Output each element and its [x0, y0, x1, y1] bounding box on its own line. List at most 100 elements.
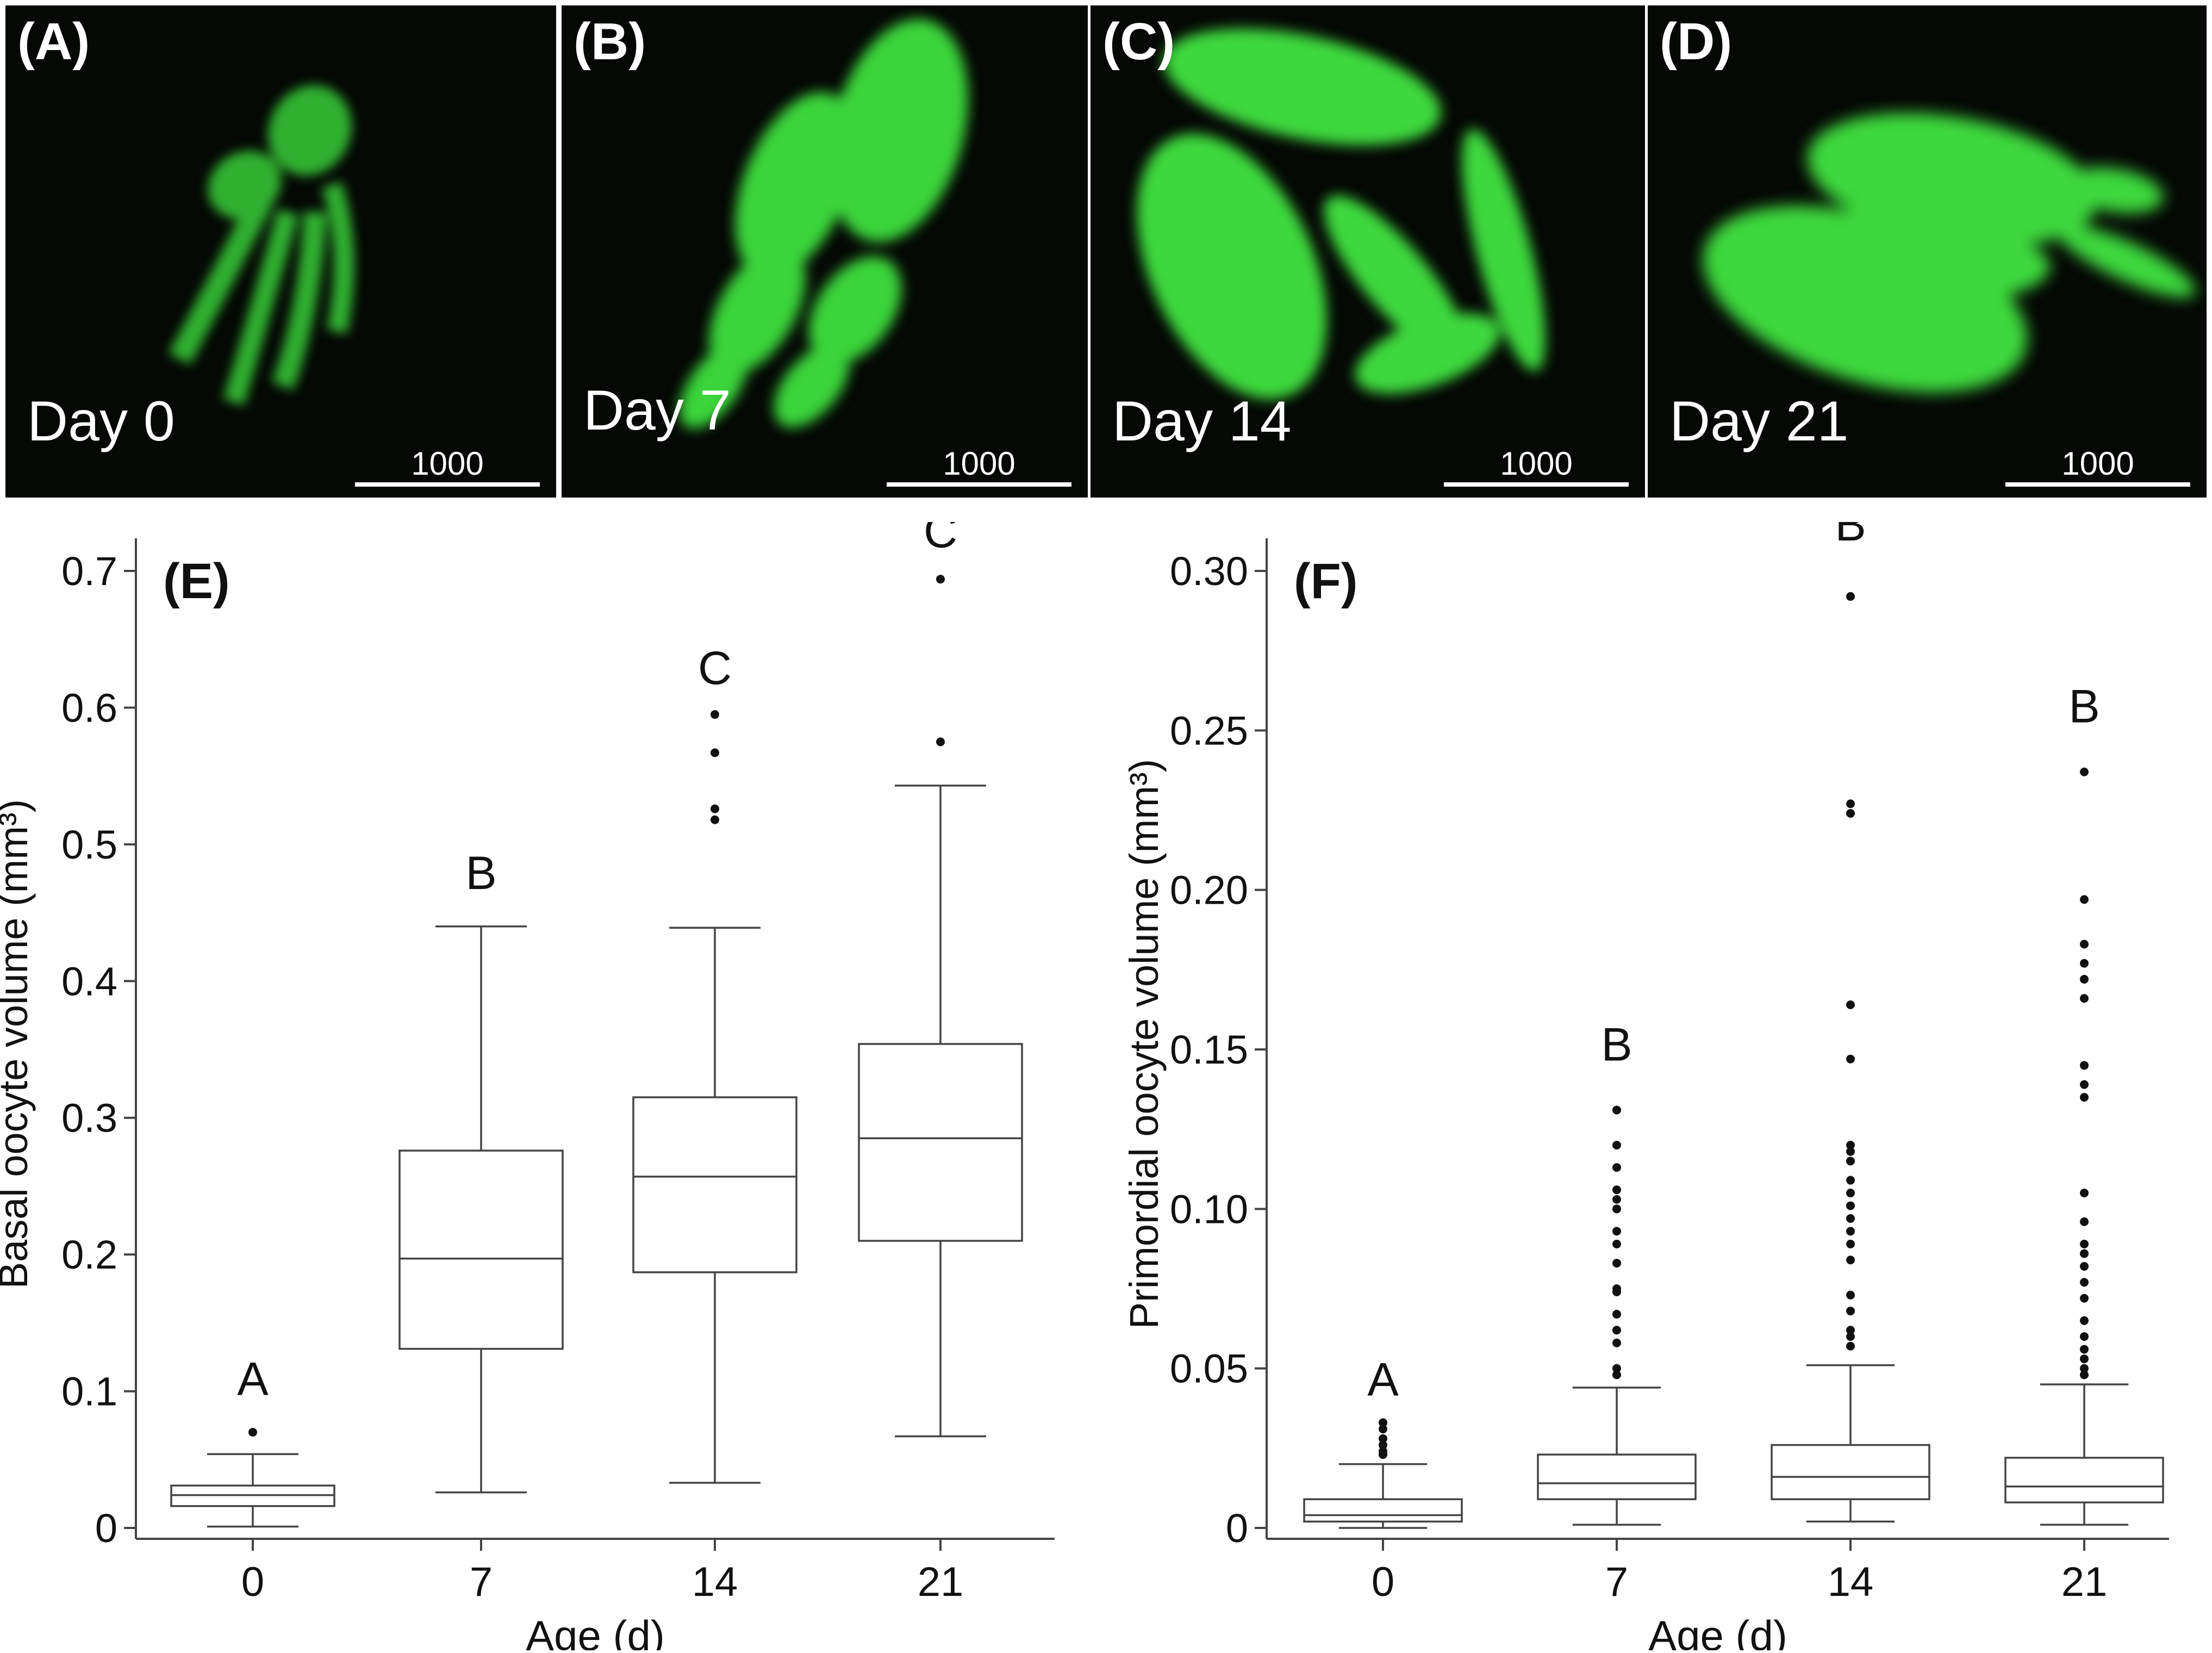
scale-bar-line-d: [2005, 482, 2190, 487]
outlier-point: [1612, 1163, 1621, 1172]
ovary-image-day-0: [169, 85, 354, 406]
outlier-point: [2080, 895, 2089, 904]
y-tick-label: 0.4: [61, 959, 117, 1004]
ovary-image-day-21: [1703, 113, 2196, 393]
outlier-point: [1612, 1141, 1621, 1149]
outlier-point: [1379, 1418, 1387, 1427]
outlier-point: [2080, 1278, 2089, 1287]
chart-e: 0 0.1 0.2 0.3 0.4 0.5 0.6 0.7 0 7 14 21 Age (d) Basal…: [0, 506, 1093, 1653]
box-group-21: B: [2004, 680, 2164, 1526]
outlier-point: [1846, 1176, 1855, 1185]
image-panel-b: (B) Day 7 1000: [562, 5, 1088, 498]
y-tick-label: 0.1: [61, 1369, 117, 1414]
y-tick-label: 0.5: [61, 822, 117, 867]
image-panel-c: (C) Day 14 1000: [1091, 5, 1645, 498]
day-label-14: Day 14: [1112, 390, 1292, 453]
outlier-point: [711, 748, 719, 757]
outlier-point: [1846, 1332, 1855, 1341]
outlier-point: [1379, 1440, 1387, 1450]
outlier-point: [1846, 1201, 1855, 1210]
outlier-point: [1846, 592, 1855, 601]
outlier-point: [2080, 1354, 2089, 1364]
ovary-image-day-7: [679, 18, 969, 429]
x-tick-label: 0: [241, 1559, 264, 1605]
y-tick-label: 0.3: [61, 1096, 117, 1141]
box-iqr: [2004, 1457, 2164, 1503]
outlier-point: [2080, 1093, 2089, 1102]
panel-label: (E): [163, 554, 230, 609]
y-tick-label: 0: [1226, 1506, 1248, 1551]
y-tick-label: 0: [95, 1506, 117, 1551]
box-group-14: B: [1771, 499, 1930, 1523]
outlier-point: [1379, 1447, 1387, 1456]
box-group-21: C: [858, 506, 1023, 1438]
outlier-point: [248, 1428, 257, 1437]
day-label-0: Day 0: [27, 390, 175, 453]
primordial-oocyte-boxplot: 0 0.05 0.10 0.15 0.20 0.25 0.30 0 7 14 21 Age (d) Pr…: [1121, 499, 2169, 1653]
outlier-point: [1379, 1434, 1387, 1443]
basal-oocyte-boxplot: 0 0.1 0.2 0.3 0.4 0.5 0.6 0.7 0 7 14 21 Age (d) Basal…: [0, 506, 1055, 1653]
outlier-point: [711, 815, 719, 824]
outlier-point: [1846, 1326, 1855, 1335]
outlier-point: [936, 575, 945, 584]
y-tick-label: 0.30: [1170, 549, 1248, 594]
outlier-point: [1846, 1256, 1855, 1265]
y-tick-label: 0.7: [61, 549, 117, 594]
scale-bar-text-d: 1000: [2061, 445, 2134, 482]
scale-bar-line-b: [887, 482, 1071, 487]
outlier-point: [2080, 1189, 2089, 1197]
outlier-point: [1846, 1290, 1855, 1300]
y-axis-title: Basal oocyte volume (mm³): [0, 799, 36, 1289]
y-tick-label: 0.2: [61, 1232, 117, 1277]
y-tick-label: 0.6: [61, 685, 117, 730]
outlier-point: [2080, 959, 2089, 968]
outlier-point: [1612, 1259, 1621, 1268]
outlier-point: [1379, 1425, 1387, 1434]
outlier-point: [936, 737, 945, 747]
box-iqr: [858, 1043, 1023, 1242]
significance-letter: C: [924, 522, 957, 558]
significance-letter: B: [465, 847, 496, 899]
x-axis-title: Age (d): [1648, 1612, 1787, 1650]
scale-bar-text-b: 1000: [943, 445, 1015, 482]
outlier-point: [1846, 1227, 1855, 1236]
outlier-point: [1846, 1341, 1855, 1351]
outlier-point: [711, 804, 719, 813]
box-group-7: B: [398, 847, 564, 1494]
outlier-point: [1612, 1309, 1621, 1319]
panel-label: (F): [1294, 554, 1357, 609]
x-tick-label: 14: [692, 1559, 738, 1605]
y-axis-title: Primordial oocyte volume (mm³): [1121, 759, 1167, 1329]
y-tick-label: 0.25: [1170, 708, 1248, 753]
outlier-point: [2080, 1061, 2089, 1070]
outlier-point: [1846, 1214, 1855, 1223]
outlier-point: [1612, 1364, 1621, 1373]
x-tick-label: 14: [1828, 1559, 1874, 1605]
outlier-point: [2080, 767, 2089, 776]
outlier-point: [1846, 1000, 1855, 1009]
panel-label-c: (C): [1102, 13, 1175, 71]
outlier-point: [2080, 1316, 2089, 1325]
outlier-point: [1846, 1239, 1855, 1248]
outlier-point: [1846, 1141, 1855, 1149]
outlier-point: [2080, 1294, 2089, 1303]
box-iqr: [398, 1149, 564, 1350]
outlier-point: [2080, 1364, 2089, 1373]
scale-bar-d: 1000: [2005, 448, 2190, 487]
y-tick-label: 0.20: [1170, 868, 1248, 913]
significance-letter: A: [237, 1353, 269, 1405]
outlier-point: [2080, 1249, 2089, 1258]
y-tick-label: 0.15: [1170, 1027, 1248, 1072]
outlier-point: [2080, 1239, 2089, 1248]
x-tick-label: 21: [2061, 1559, 2108, 1605]
outlier-point: [1612, 1185, 1621, 1195]
outlier-point: [2080, 1332, 2089, 1341]
significance-letter: B: [2068, 680, 2099, 732]
box-group-14: C: [632, 642, 797, 1484]
image-panel-a: (A) Day 0 1000: [5, 5, 556, 498]
outlier-point: [1612, 1105, 1621, 1115]
outlier-point: [1846, 1307, 1855, 1316]
box-group-0: A: [1303, 1353, 1463, 1529]
scale-bar-a: 1000: [355, 448, 540, 487]
outlier-point: [1846, 1189, 1855, 1197]
